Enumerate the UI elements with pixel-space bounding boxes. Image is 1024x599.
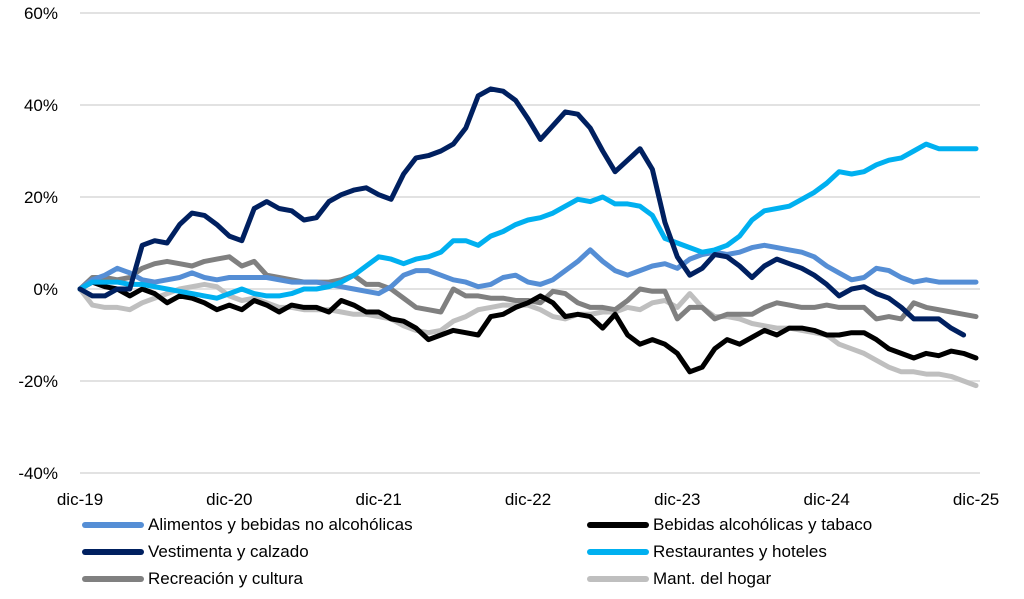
legend: Alimentos y bebidas no alcohólicas Bebid…: [0, 510, 1024, 599]
y-tick-label: -20%: [18, 372, 58, 391]
series-line-bebidas-alcohólicas-y-tabaco: [77, 279, 979, 375]
line-chart: 60%40%20%0%-20%-40% dic-19 dic-20 dic-21 di…: [18, 4, 999, 509]
legend-item-alimentos: Alimentos y bebidas no alcohólicas: [82, 512, 413, 538]
y-axis-tick-labels: 60% 40% 20% 0% -20% -40%: [18, 4, 58, 483]
legend-label-bebidas: Bebidas alcohólicas y tabaco: [653, 515, 873, 534]
x-tick-label: dic-21: [356, 490, 402, 509]
legend-item-bebidas: Bebidas alcohólicas y tabaco: [587, 512, 872, 538]
gridlines: [80, 12, 980, 474]
legend-label-mant-hogar: Mant. del hogar: [653, 569, 772, 588]
legend-label-recreacion: Recreación y cultura: [148, 569, 303, 588]
legend-swatch-restaurantes: [587, 549, 649, 555]
series-lines: [77, 86, 979, 389]
legend-item-restaurantes: Restaurantes y hoteles: [587, 539, 827, 565]
y-tick-label: -40%: [18, 464, 58, 483]
legend-item-mant-hogar: Mant. del hogar: [587, 566, 771, 592]
y-tick-label: 40%: [24, 96, 58, 115]
legend-swatch-recreacion: [82, 576, 144, 582]
legend-swatch-mant-hogar: [587, 576, 649, 582]
x-tick-label: dic-20: [206, 490, 252, 509]
legend-label-vestimenta: Vestimenta y calzado: [148, 542, 309, 561]
x-tick-label: dic-19: [57, 490, 103, 509]
legend-swatch-bebidas: [587, 522, 649, 528]
legend-item-vestimenta: Vestimenta y calzado: [82, 539, 309, 565]
x-tick-label: dic-22: [505, 490, 551, 509]
x-tick-label: dic-24: [804, 490, 850, 509]
x-tick-label: dic-23: [654, 490, 700, 509]
series-line-alimentos-y-bebidas-no-alcohólicas: [77, 242, 979, 297]
x-tick-label: dic-25: [953, 490, 999, 509]
legend-label-restaurantes: Restaurantes y hoteles: [653, 542, 827, 561]
legend-item-recreacion: Recreación y cultura: [82, 566, 303, 592]
y-tick-label: 20%: [24, 188, 58, 207]
x-axis-tick-labels: dic-19 dic-20 dic-21 dic-22 dic-23 dic-24 dic-…: [57, 490, 999, 509]
legend-label-alimentos: Alimentos y bebidas no alcohólicas: [148, 515, 413, 534]
series-line-restaurantes-y-hoteles: [77, 141, 979, 301]
legend-swatch-alimentos: [82, 522, 144, 528]
y-tick-label: 60%: [24, 4, 58, 23]
series-line-vestimenta-y-calzado: [77, 86, 967, 338]
legend-swatch-vestimenta: [82, 549, 144, 555]
y-tick-label: 0%: [33, 280, 58, 299]
